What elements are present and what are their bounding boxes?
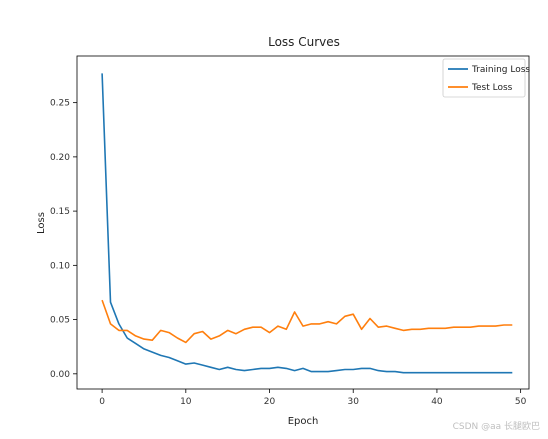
x-tick-label: 30 bbox=[347, 397, 359, 407]
x-tick-label: 20 bbox=[264, 397, 276, 407]
legend: Training Loss Test Loss bbox=[442, 58, 530, 98]
series-line-test-loss bbox=[101, 299, 513, 344]
y-tick-label: 0.15 bbox=[50, 207, 70, 217]
x-tick-label: 0 bbox=[99, 397, 105, 407]
x-axis-ticks: 0 10 20 30 40 50 bbox=[99, 389, 527, 407]
y-tick-label: 0.20 bbox=[50, 153, 70, 163]
y-tick-label: 0.25 bbox=[50, 99, 70, 109]
y-tick-label: 0.00 bbox=[50, 370, 70, 380]
x-tick-label: 50 bbox=[515, 397, 527, 407]
watermark: CSDN @aa 长腿欧巴 bbox=[452, 422, 540, 432]
legend-label-test-loss: Test Loss bbox=[471, 83, 513, 93]
chart-title: Loss Curves bbox=[268, 35, 340, 49]
x-axis-title: Epoch bbox=[288, 416, 319, 427]
y-axis-title: Loss bbox=[36, 212, 47, 234]
y-tick-label: 0.05 bbox=[50, 316, 70, 326]
plot-frame bbox=[76, 55, 530, 390]
x-tick-label: 40 bbox=[431, 397, 443, 407]
legend-label-training-loss: Training Loss bbox=[471, 65, 530, 75]
y-axis-ticks: 0.00 0.05 0.10 0.15 0.20 0.25 bbox=[50, 99, 77, 380]
series-line-training-loss bbox=[101, 73, 513, 374]
y-tick-label: 0.10 bbox=[50, 261, 70, 271]
series-layer bbox=[101, 73, 513, 374]
x-tick-label: 10 bbox=[180, 397, 192, 407]
